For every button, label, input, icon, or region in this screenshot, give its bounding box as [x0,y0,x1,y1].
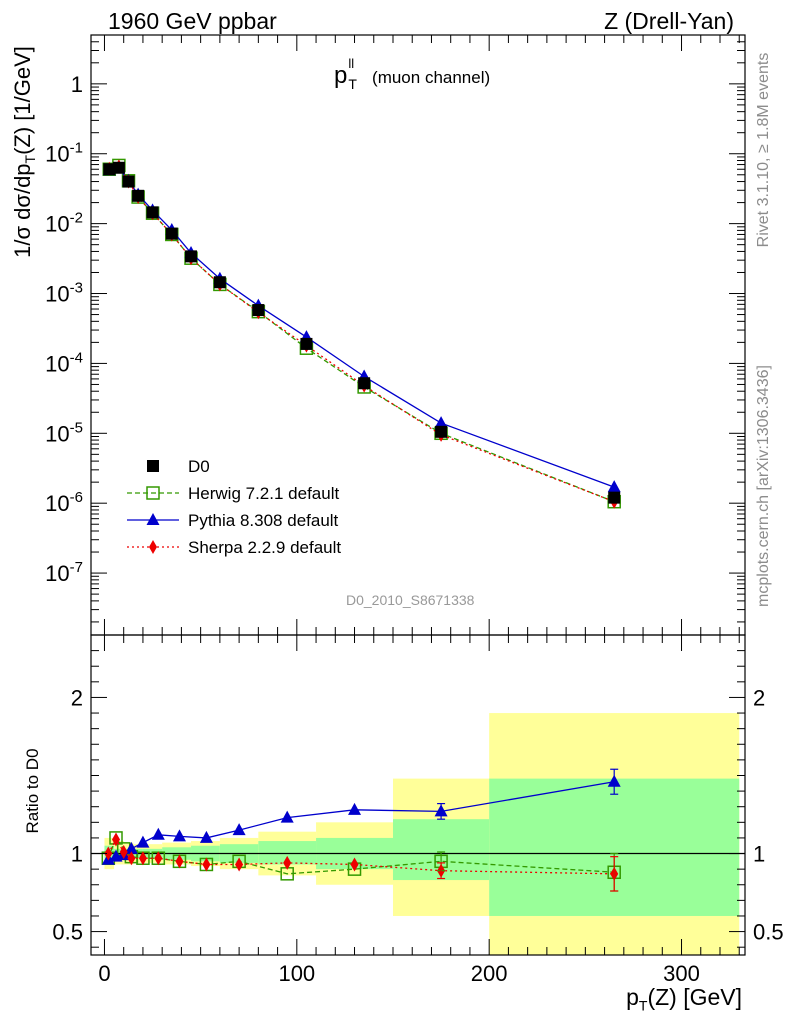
main-point-d0 [300,337,313,350]
main-line-pythia [109,167,615,488]
legend-marker-d0 [147,460,159,472]
main-y-tick-label: 10-3 [45,280,83,307]
plot-title-sup: ll [348,56,355,71]
axes: 10-7 10-6 10-5 10-4 10-3 10-2 10-1 1 0 100 200 300 0… [45,34,784,986]
main-point-d0 [435,425,448,438]
legend-label-sherpa: Sherpa 2.2.9 default [188,538,341,557]
legend-label-pythia: Pythia 8.308 default [188,511,339,530]
legend-marker-pythia [146,513,160,525]
ratio-y-tick-label-right: 1 [753,842,765,867]
ratio-point-pythia [348,802,362,815]
main-y-tick-label: 10-5 [45,419,83,446]
main-y-tick-label: 10-2 [45,210,83,237]
main-point-pythia [434,416,448,429]
analysis-watermark: D0_2010_S8671338 [346,592,475,608]
header-left: 1960 GeV ppbar [108,8,277,34]
ratio-point-sherpa [235,857,244,872]
ratio-y-tick-label-left: 0.5 [52,920,83,945]
legend-marker-sherpa [149,540,157,554]
main-line-sherpa [109,165,615,503]
header-right: Z (Drell-Yan) [604,8,734,34]
main-panel-series [102,158,621,509]
x-axis-label: pT(Z) [GeV] [626,984,742,1014]
ratio-panel-frame [90,634,746,956]
ratio-y-tick-label-right: 2 [753,685,765,710]
ratio-point-sherpa [127,851,136,866]
main-y-tick-label: 10-1 [45,140,83,167]
plot-title: p ll T (muon channel) [334,56,491,92]
ratio-point-pythia [136,835,150,848]
ratio-point-sherpa [112,832,121,847]
ratio-point-pythia [151,827,165,840]
main-line-herwig [109,164,615,503]
ratio-point-sherpa [283,855,292,870]
main-point-d0 [122,175,135,188]
main-point-d0 [608,491,621,504]
plot-title-suffix: (muon channel) [372,68,491,87]
main-y-tick-label: 1 [71,72,83,97]
ratio-point-sherpa [138,851,147,866]
main-point-d0 [146,206,159,219]
plot-title-main: p [334,62,348,89]
ratio-point-pythia [172,829,186,842]
ratio-point-sherpa [154,851,163,866]
legend-label-herwig: Herwig 7.2.1 default [188,484,339,503]
ratio-uncertainty-bands [91,713,745,955]
ratio-point-pythia [124,841,138,854]
ratio-panel-series [101,768,621,892]
main-point-d0 [165,227,178,240]
ratio-point-pythia [199,830,213,843]
legend: D0 Herwig 7.2.1 default Pythia 8.308 defau… [127,457,341,557]
ratio-point-sherpa [104,846,113,861]
x-tick-label: 200 [471,961,508,986]
main-y-tick-label: 10-4 [45,349,83,376]
ratio-point-sherpa [119,844,128,859]
ratio-y-tick-label-left: 1 [71,842,83,867]
x-tick-label: 100 [278,961,315,986]
main-point-d0 [252,304,265,317]
ratio-point-pythia [280,810,294,823]
main-y-tick-label: 10-7 [45,559,83,586]
ratio-point-sherpa [350,857,359,872]
main-point-d0 [358,377,371,390]
band-green-11 [489,778,740,916]
legend-marker-herwig [146,486,160,500]
ratio-point-pythia [232,823,246,836]
main-point-d0 [132,189,145,202]
main-point-d0 [185,250,198,263]
ratio-y-tick-label-left: 2 [71,685,83,710]
main-point-d0 [103,163,116,176]
main-y-tick-label: 10-6 [45,489,83,516]
legend-label-d0: D0 [188,457,210,476]
x-tick-label: 0 [98,961,110,986]
ratio-point-sherpa [175,854,184,869]
band-green-8 [258,841,317,865]
ratio-point-sherpa [202,857,211,872]
plot-title-sub: T [348,76,357,92]
main-point-d0 [112,161,125,174]
main-point-d0 [213,276,226,289]
ratio-y-tick-label-right: 0.5 [753,920,784,945]
x-tick-label: 300 [663,961,700,986]
main-point-pythia [607,480,621,493]
